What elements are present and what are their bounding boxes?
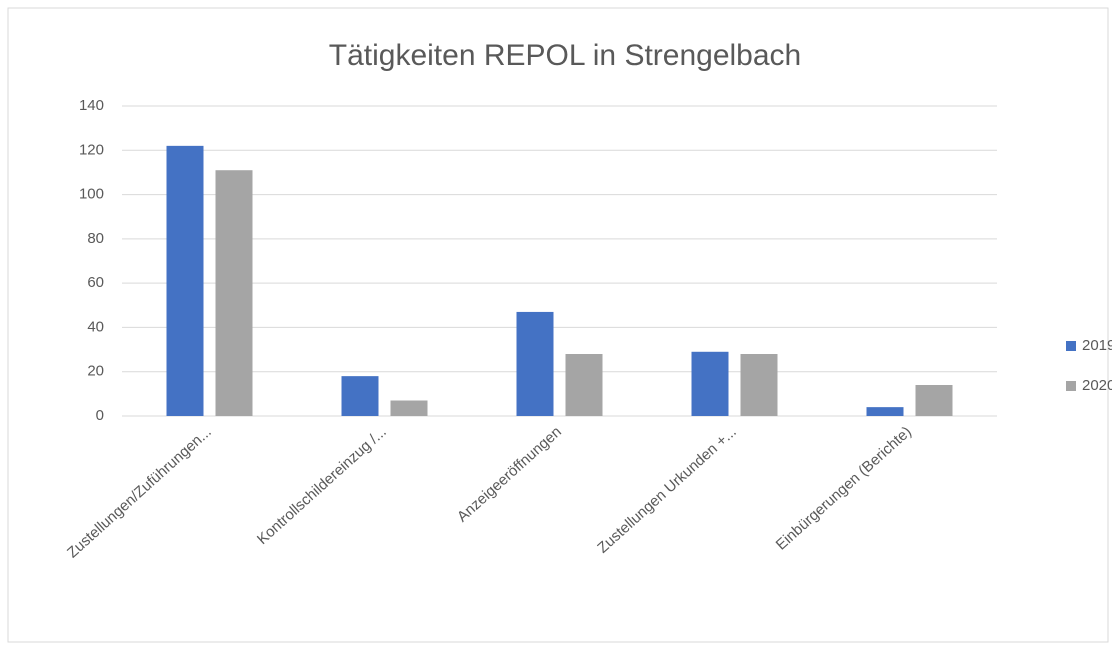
y-tick-label: 120 (79, 141, 104, 158)
bar (866, 407, 904, 416)
legend-swatch (1066, 381, 1076, 391)
y-tick-label: 20 (87, 363, 104, 380)
bar (341, 376, 379, 416)
bar (516, 311, 554, 416)
legend-swatch (1066, 341, 1076, 351)
y-tick-label: 0 (96, 407, 104, 424)
bar (215, 170, 253, 416)
y-tick-label: 140 (79, 97, 104, 114)
bar (915, 385, 953, 416)
legend-label: 2019 (1082, 337, 1112, 354)
legend-label: 2020 (1082, 377, 1112, 394)
bar (740, 354, 778, 416)
bar (166, 145, 204, 416)
bar (390, 400, 428, 416)
y-tick-label: 60 (87, 274, 104, 291)
chart-title: Tätigkeiten REPOL in Strengelbach (329, 39, 802, 72)
y-tick-label: 40 (87, 318, 104, 335)
y-tick-label: 100 (79, 186, 104, 203)
y-tick-label: 80 (87, 230, 104, 247)
bar (565, 354, 603, 416)
bar (691, 351, 729, 416)
